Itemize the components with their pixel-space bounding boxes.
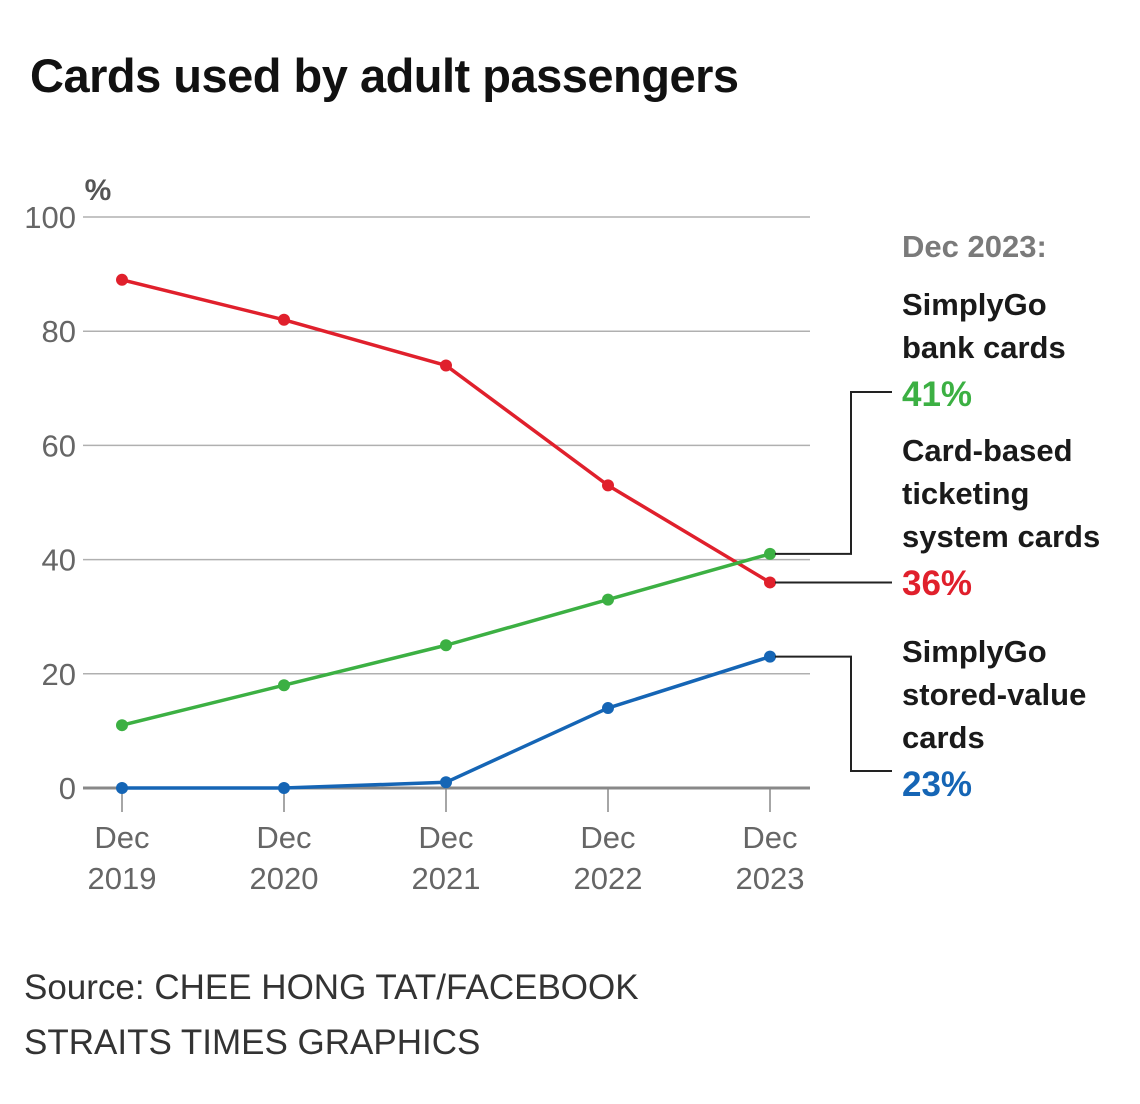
- series-line-blue: [120, 654, 772, 790]
- annotation-header: Dec 2023:: [902, 229, 1047, 264]
- x-tick-label-top-4: Dec: [742, 820, 797, 855]
- data-point-green-4: [764, 547, 776, 560]
- series-label-blue-line-1: stored-value: [902, 677, 1086, 712]
- series-label-red-line-0: Card-based: [902, 433, 1073, 468]
- y-tick-label-0: 0: [59, 771, 76, 806]
- x-tick-label-top-0: Dec: [94, 820, 149, 855]
- x-tick-label-bottom-2: 2021: [412, 861, 481, 896]
- data-point-red-0: [116, 273, 128, 286]
- x-tick-label-bottom-3: 2022: [574, 861, 643, 896]
- data-point-blue-2: [440, 776, 452, 789]
- series-label-green-line-0: SimplyGo: [902, 287, 1047, 322]
- x-tick-label-bottom-4: 2023: [736, 861, 805, 896]
- data-point-blue-1: [278, 782, 290, 794]
- leader-line-green: [775, 391, 892, 555]
- series-line-red: [120, 278, 772, 585]
- data-point-blue-4: [764, 650, 776, 663]
- source-note: Source: CHEE HONG TAT/FACEBOOK: [24, 968, 639, 1007]
- x-tick-label-top-2: Dec: [418, 820, 473, 855]
- data-point-red-4: [764, 576, 776, 589]
- y-tick-label-100: 100: [24, 200, 76, 235]
- series-value-red: 36%: [902, 564, 972, 603]
- y-tick-label-80: 80: [42, 314, 76, 349]
- series-value-blue: 23%: [902, 765, 972, 804]
- x-tick-label-top-3: Dec: [580, 820, 635, 855]
- series-label-red-line-2: system cards: [902, 519, 1100, 554]
- series-label-blue-line-0: SimplyGo: [902, 634, 1047, 669]
- series-value-green: 41%: [902, 375, 972, 414]
- x-tick-label-bottom-0: 2019: [88, 861, 157, 896]
- y-axis-unit: %: [85, 174, 112, 207]
- series-label-red-line-1: ticketing: [902, 476, 1029, 511]
- x-tick-label-top-1: Dec: [256, 820, 311, 855]
- data-point-green-3: [602, 593, 614, 606]
- data-point-green-1: [278, 679, 290, 692]
- data-point-blue-3: [602, 702, 614, 715]
- y-tick-label-60: 60: [42, 428, 76, 463]
- x-tick-label-bottom-1: 2020: [250, 861, 319, 896]
- data-point-red-2: [440, 359, 452, 372]
- graphics-credit: STRAITS TIMES GRAPHICS: [24, 1023, 481, 1062]
- data-point-green-2: [440, 639, 452, 652]
- data-point-red-3: [602, 479, 614, 492]
- y-tick-label-20: 20: [42, 657, 76, 692]
- chart-title: Cards used by adult passengers: [30, 49, 739, 102]
- y-tick-label-40: 40: [42, 543, 76, 578]
- data-point-red-1: [278, 313, 290, 326]
- series-label-blue-line-2: cards: [902, 720, 985, 755]
- leader-line-blue: [775, 655, 892, 772]
- series-label-green-line-1: bank cards: [902, 330, 1066, 365]
- data-point-green-0: [116, 719, 128, 732]
- data-point-blue-0: [116, 782, 128, 794]
